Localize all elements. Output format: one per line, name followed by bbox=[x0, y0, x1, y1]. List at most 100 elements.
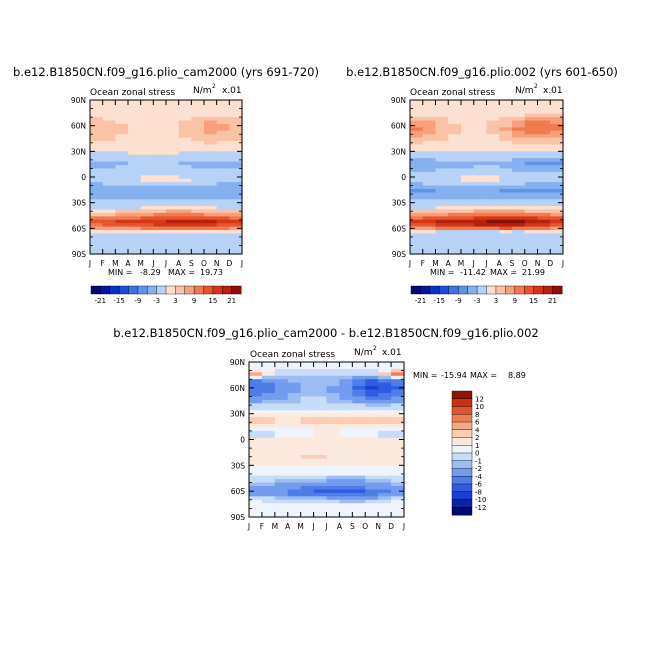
heatmap-cell bbox=[448, 100, 462, 105]
heatmap-cell bbox=[178, 240, 192, 245]
heatmap-cell bbox=[90, 165, 104, 170]
heatmap-cell bbox=[499, 144, 513, 149]
colorbar-swatch bbox=[476, 285, 487, 295]
heatmap-cell bbox=[391, 465, 405, 470]
heatmap-cell bbox=[378, 465, 392, 470]
heatmap-cell bbox=[313, 496, 328, 501]
heatmap-cell bbox=[153, 141, 167, 146]
heatmap-cell bbox=[128, 134, 142, 139]
heatmap-cell bbox=[352, 417, 366, 422]
heatmap-cell bbox=[249, 386, 263, 391]
heatmap-cell bbox=[249, 496, 263, 501]
heatmap-cell bbox=[128, 175, 142, 180]
heatmap-cell bbox=[461, 236, 475, 241]
heatmap-cell bbox=[550, 113, 564, 118]
heatmap-cell bbox=[365, 503, 379, 508]
heatmap-cell bbox=[274, 379, 289, 384]
heatmap-cell bbox=[115, 195, 129, 200]
heatmap-cell bbox=[287, 427, 302, 432]
heatmap-cell bbox=[410, 230, 424, 235]
heatmap-cell bbox=[191, 219, 205, 224]
heatmap-cell bbox=[378, 479, 392, 484]
heatmap-cell bbox=[140, 151, 154, 156]
heatmap-cell bbox=[166, 147, 180, 152]
colorbar-label: -15 bbox=[113, 297, 124, 305]
heatmap-cell bbox=[313, 417, 328, 422]
y-tick-label: 90N bbox=[71, 96, 86, 105]
heatmap-cell bbox=[274, 437, 289, 442]
heatmap-cell bbox=[204, 185, 218, 190]
heatmap-cell bbox=[191, 195, 205, 200]
heatmap-cell bbox=[140, 233, 154, 238]
y-tick-label: 60N bbox=[230, 384, 245, 393]
heatmap-cell bbox=[115, 165, 129, 170]
heatmap-cell bbox=[461, 117, 475, 122]
heatmap-cell bbox=[499, 192, 513, 197]
heatmap-cell bbox=[537, 123, 551, 128]
heatmap-cell bbox=[128, 161, 142, 166]
heatmap-cell bbox=[461, 144, 475, 149]
x-tick-label: A bbox=[497, 259, 503, 268]
heatmap-cell bbox=[365, 437, 379, 442]
heatmap-cell bbox=[499, 195, 513, 200]
heatmap-cell bbox=[461, 247, 475, 252]
heatmap-cell bbox=[524, 100, 539, 105]
heatmap-cell bbox=[287, 465, 302, 470]
heatmap-cell bbox=[249, 424, 263, 429]
heatmap-cell bbox=[274, 506, 289, 511]
heatmap-cell bbox=[435, 247, 449, 252]
heatmap-cell bbox=[448, 226, 462, 231]
heatmap-cell bbox=[216, 199, 230, 204]
heatmap-cell bbox=[365, 486, 379, 491]
heatmap-cell bbox=[499, 100, 513, 105]
heatmap-cell bbox=[102, 117, 116, 122]
heatmap-cell bbox=[274, 461, 289, 466]
heatmap-cell bbox=[90, 113, 104, 118]
heatmap-cell bbox=[178, 247, 192, 252]
svg-text:MIN =: MIN = bbox=[108, 268, 133, 277]
heatmap-cell bbox=[287, 399, 302, 404]
colorbar-swatch bbox=[552, 285, 563, 295]
heatmap-cell bbox=[410, 212, 424, 217]
heatmap-cell bbox=[115, 123, 129, 128]
heatmap-cell bbox=[300, 427, 315, 432]
heatmap-cell bbox=[435, 202, 449, 207]
heatmap-cell bbox=[90, 144, 104, 149]
heatmap-cell bbox=[102, 134, 116, 139]
colorbar-swatch bbox=[147, 285, 158, 295]
heatmap-cell bbox=[486, 127, 500, 132]
heatmap-cell bbox=[486, 192, 500, 197]
heatmap-cell bbox=[229, 233, 243, 238]
heatmap-cell bbox=[216, 171, 230, 176]
heatmap-cell bbox=[191, 100, 205, 105]
heatmap-cell bbox=[204, 178, 218, 183]
heatmap-cell bbox=[140, 195, 154, 200]
heatmap-cell bbox=[166, 202, 180, 207]
heatmap-cell bbox=[216, 202, 230, 207]
heatmap-cell bbox=[352, 492, 366, 497]
heatmap-cell bbox=[102, 151, 116, 156]
heatmap-cell bbox=[448, 165, 462, 170]
heatmap-cell bbox=[249, 434, 263, 439]
heatmap-cell bbox=[524, 123, 539, 128]
heatmap-cell bbox=[365, 403, 379, 408]
heatmap-cell bbox=[422, 130, 437, 135]
heatmap-cell bbox=[365, 496, 379, 501]
heatmap-cell bbox=[153, 120, 167, 125]
heatmap-cell bbox=[339, 486, 353, 491]
heatmap-cell bbox=[216, 175, 230, 180]
heatmap-cell bbox=[512, 100, 526, 105]
heatmap-cell bbox=[261, 399, 276, 404]
heatmap-cell bbox=[166, 233, 180, 238]
heatmap-cell bbox=[422, 117, 437, 122]
heatmap-cell bbox=[102, 250, 116, 255]
heatmap-cell bbox=[191, 151, 205, 156]
heatmap-cell bbox=[229, 175, 243, 180]
heatmap-cell bbox=[204, 144, 218, 149]
heatmap-cell bbox=[339, 437, 353, 442]
heatmap-cell bbox=[499, 216, 513, 221]
heatmap-cell bbox=[391, 375, 405, 380]
heatmap-cell bbox=[300, 430, 315, 435]
heatmap-cell bbox=[537, 100, 551, 105]
